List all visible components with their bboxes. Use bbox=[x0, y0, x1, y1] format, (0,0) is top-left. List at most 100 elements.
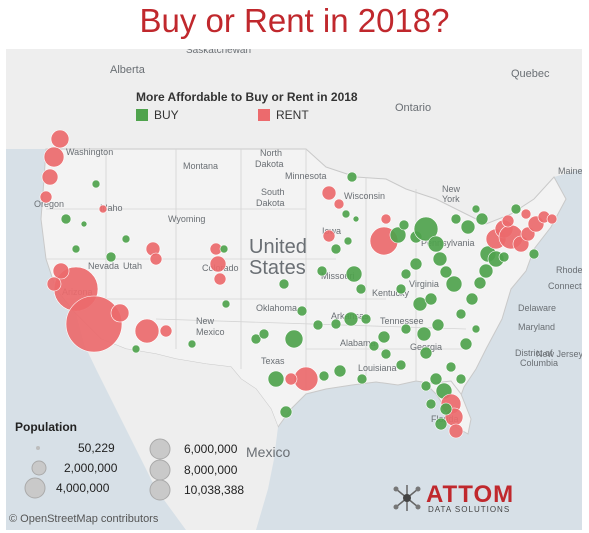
city-bubble-buy[interactable] bbox=[258, 328, 270, 340]
city-bubble-buy[interactable] bbox=[91, 179, 101, 189]
city-bubble-buy[interactable] bbox=[439, 265, 453, 279]
city-bubble-buy[interactable] bbox=[478, 263, 494, 279]
city-bubble-buy[interactable] bbox=[377, 330, 391, 344]
city-bubble-buy[interactable] bbox=[355, 283, 367, 295]
city-bubble-buy[interactable] bbox=[455, 373, 467, 385]
city-bubble-buy[interactable] bbox=[427, 235, 445, 253]
city-bubble-buy[interactable] bbox=[71, 244, 81, 254]
city-bubble-buy[interactable] bbox=[445, 275, 463, 293]
city-bubble-buy[interactable] bbox=[318, 370, 330, 382]
city-bubble-rent[interactable] bbox=[284, 372, 298, 386]
city-bubble-buy[interactable] bbox=[356, 373, 368, 385]
city-bubble-buy[interactable] bbox=[434, 417, 448, 431]
city-bubble-buy[interactable] bbox=[420, 380, 432, 392]
city-bubble-buy[interactable] bbox=[284, 329, 304, 349]
city-bubble-rent[interactable] bbox=[43, 146, 65, 168]
city-bubble-buy[interactable] bbox=[416, 326, 432, 342]
city-bubble-rent[interactable] bbox=[448, 423, 464, 439]
city-bubble-rent[interactable] bbox=[321, 185, 337, 201]
city-bubble-rent[interactable] bbox=[546, 213, 558, 225]
city-bubble-buy[interactable] bbox=[398, 219, 410, 231]
map-area[interactable]: United States Mexico Saskatchewan Alberta Ont… bbox=[6, 49, 582, 530]
legend-buy[interactable]: BUY bbox=[136, 108, 179, 122]
city-bubble-buy[interactable] bbox=[459, 337, 473, 351]
city-bubble-buy[interactable] bbox=[465, 292, 479, 306]
city-bubble-buy[interactable] bbox=[409, 257, 423, 271]
city-bubble-rent[interactable] bbox=[134, 318, 160, 344]
city-bubble-rent[interactable] bbox=[159, 324, 173, 338]
city-bubble-buy[interactable] bbox=[395, 283, 407, 295]
city-bubble-buy[interactable] bbox=[341, 209, 351, 219]
city-bubble-buy[interactable] bbox=[250, 333, 262, 345]
city-bubble-rent[interactable] bbox=[46, 276, 62, 292]
city-bubble-rent[interactable] bbox=[41, 168, 59, 186]
city-bubble-buy[interactable] bbox=[330, 243, 342, 255]
city-bubble-buy[interactable] bbox=[471, 324, 481, 334]
city-bubble-buy[interactable] bbox=[432, 251, 448, 267]
city-bubble-buy[interactable] bbox=[400, 268, 412, 280]
city-bubble-buy[interactable] bbox=[343, 236, 353, 246]
city-bubble-buy[interactable] bbox=[333, 364, 347, 378]
city-bubble-buy[interactable] bbox=[312, 319, 324, 331]
map-credit[interactable]: © OpenStreetMap contributors bbox=[9, 513, 159, 525]
city-bubble-buy[interactable] bbox=[352, 215, 360, 223]
city-bubble-buy[interactable] bbox=[316, 265, 328, 277]
city-bubble-buy[interactable] bbox=[368, 340, 380, 352]
city-bubble-buy[interactable] bbox=[473, 276, 487, 290]
city-bubble-rent[interactable] bbox=[322, 229, 336, 243]
city-bubble-buy[interactable] bbox=[345, 265, 363, 283]
city-bubble-buy[interactable] bbox=[475, 212, 489, 226]
city-bubble-buy[interactable] bbox=[380, 348, 392, 360]
city-bubble-rent[interactable] bbox=[98, 204, 108, 214]
city-bubble-rent[interactable] bbox=[520, 208, 532, 220]
city-bubble-buy[interactable] bbox=[431, 318, 445, 332]
city-bubble-buy[interactable] bbox=[400, 323, 412, 335]
city-bubble-rent[interactable] bbox=[50, 129, 70, 149]
city-bubble-buy[interactable] bbox=[279, 405, 293, 419]
city-bubble-buy[interactable] bbox=[343, 311, 359, 327]
city-bubble-buy[interactable] bbox=[278, 278, 290, 290]
city-bubble-buy[interactable] bbox=[455, 308, 467, 320]
legend-rent[interactable]: RENT bbox=[258, 108, 309, 122]
city-bubble-buy[interactable] bbox=[395, 359, 407, 371]
city-bubble-buy[interactable] bbox=[346, 171, 358, 183]
city-bubble-buy[interactable] bbox=[330, 318, 342, 330]
city-bubble-buy[interactable] bbox=[121, 234, 131, 244]
city-bubble-rent[interactable] bbox=[65, 295, 123, 353]
city-bubble-buy[interactable] bbox=[60, 213, 72, 225]
city-bubble-buy[interactable] bbox=[498, 251, 510, 263]
city-bubble-buy[interactable] bbox=[528, 248, 540, 260]
city-bubble-buy[interactable] bbox=[187, 339, 197, 349]
city-bubble-buy[interactable] bbox=[219, 244, 229, 254]
city-bubble-rent[interactable] bbox=[213, 272, 227, 286]
city-bubble-buy[interactable] bbox=[510, 203, 522, 215]
city-bubble-buy[interactable] bbox=[425, 398, 437, 410]
city-bubble-buy[interactable] bbox=[80, 220, 88, 228]
city-bubble-rent[interactable] bbox=[380, 213, 392, 225]
city-bubble-buy[interactable] bbox=[389, 226, 407, 244]
city-bubble-rent[interactable] bbox=[209, 255, 227, 273]
city-bubble-buy[interactable] bbox=[296, 305, 308, 317]
city-bubble-rent[interactable] bbox=[110, 303, 130, 323]
city-bubble-buy[interactable] bbox=[450, 213, 462, 225]
city-bubble-rent[interactable] bbox=[501, 214, 515, 228]
city-bubble-buy[interactable] bbox=[131, 344, 141, 354]
city-bubble-buy[interactable] bbox=[445, 361, 457, 373]
city-bubble-buy[interactable] bbox=[267, 370, 285, 388]
city-bubble-buy[interactable] bbox=[105, 251, 117, 263]
city-bubble-buy[interactable] bbox=[412, 296, 428, 312]
city-bubble-rent[interactable] bbox=[293, 366, 319, 392]
city-bubble-rent[interactable] bbox=[52, 262, 70, 280]
city-bubble-buy[interactable] bbox=[221, 299, 231, 309]
city-bubble-buy[interactable] bbox=[460, 219, 476, 235]
city-bubble-rent[interactable] bbox=[39, 190, 53, 204]
city-bubble-rent[interactable] bbox=[333, 198, 345, 210]
city-bubble-buy[interactable] bbox=[419, 346, 433, 360]
city-bubble-rent[interactable] bbox=[149, 252, 163, 266]
city-bubbles[interactable] bbox=[39, 129, 558, 439]
city-bubble-buy[interactable] bbox=[429, 372, 443, 386]
city-bubble-buy[interactable] bbox=[360, 313, 372, 325]
city-bubble-buy[interactable] bbox=[424, 292, 438, 306]
city-bubble-buy[interactable] bbox=[439, 402, 453, 416]
